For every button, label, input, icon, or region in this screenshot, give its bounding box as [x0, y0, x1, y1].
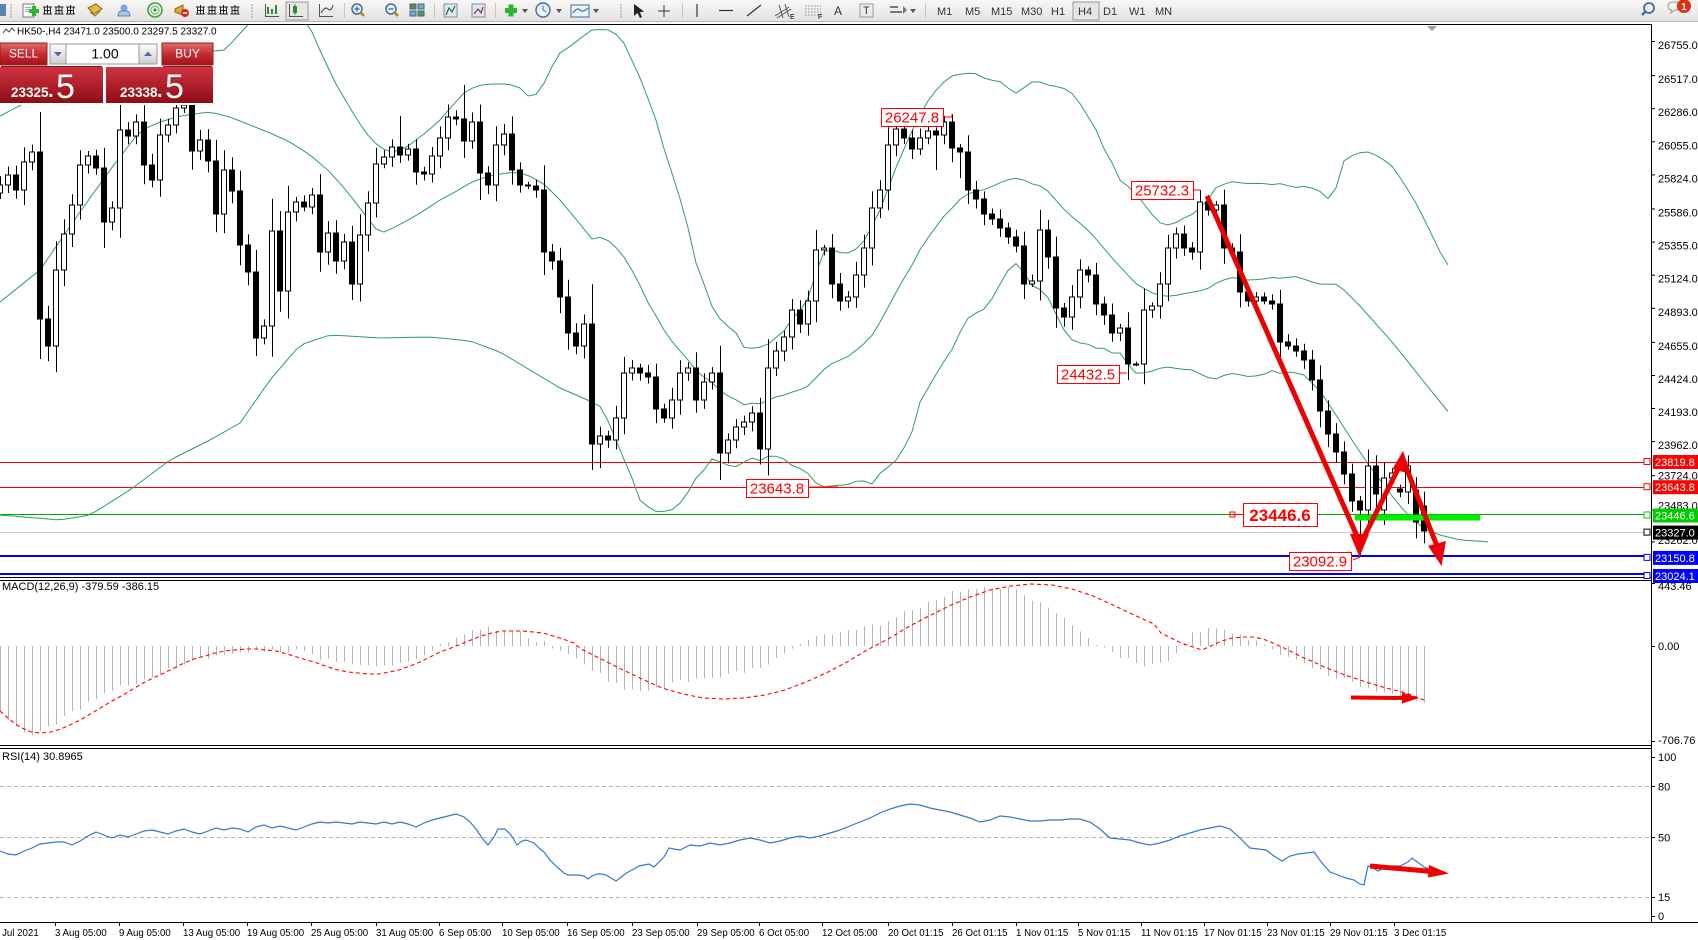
svg-text:26247.8: 26247.8 [885, 109, 939, 126]
svg-text:6 Sep 05:00: 6 Sep 05:00 [439, 928, 492, 939]
svg-text:.: . [48, 80, 54, 102]
svg-text:23092.9: 23092.9 [1293, 553, 1347, 570]
svg-text:23962.0: 23962.0 [1658, 440, 1698, 452]
svg-text:3 Dec 01:15: 3 Dec 01:15 [1394, 928, 1446, 939]
svg-text:5: 5 [165, 68, 184, 106]
svg-text:23 Nov 01:15: 23 Nov 01:15 [1267, 928, 1325, 939]
svg-text:H1: H1 [1051, 6, 1065, 18]
svg-text:29 Nov 01:15: 29 Nov 01:15 [1330, 928, 1388, 939]
svg-text:.: . [157, 80, 163, 102]
svg-text:24424.0: 24424.0 [1658, 374, 1698, 386]
svg-text:443.46: 443.46 [1658, 581, 1692, 593]
svg-text:24655.0: 24655.0 [1658, 341, 1698, 353]
svg-text:M1: M1 [937, 6, 952, 18]
svg-text:17 Nov 01:15: 17 Nov 01:15 [1204, 928, 1262, 939]
svg-text:26 Oct 01:15: 26 Oct 01:15 [952, 928, 1007, 939]
svg-text:F: F [818, 14, 822, 21]
svg-text:23327.0: 23327.0 [1655, 528, 1695, 540]
svg-text:24432.5: 24432.5 [1061, 366, 1115, 383]
svg-text:-706.76: -706.76 [1658, 735, 1695, 747]
svg-text:23724.0: 23724.0 [1658, 471, 1698, 483]
svg-text:E: E [790, 14, 795, 21]
svg-text:1 Nov 01:15: 1 Nov 01:15 [1016, 928, 1068, 939]
svg-text:23819.8: 23819.8 [1655, 457, 1695, 469]
svg-text:26517.0: 26517.0 [1658, 74, 1698, 86]
svg-text:0.00: 0.00 [1658, 641, 1679, 653]
svg-text:23325: 23325 [11, 85, 49, 100]
svg-text:23 Sep 05:00: 23 Sep 05:00 [632, 928, 690, 939]
svg-text:25355.0: 25355.0 [1658, 241, 1698, 253]
svg-text:31 Aug 05:00: 31 Aug 05:00 [376, 928, 434, 939]
svg-text:1: 1 [1681, 2, 1687, 13]
svg-text:11 Nov 01:15: 11 Nov 01:15 [1141, 928, 1198, 939]
svg-text:0: 0 [1658, 911, 1664, 923]
svg-text:23643.8: 23643.8 [750, 480, 804, 497]
svg-text:BUY: BUY [175, 47, 200, 61]
svg-text:23024.1: 23024.1 [1655, 571, 1695, 583]
svg-text:M5: M5 [965, 6, 980, 18]
svg-text:12 Oct 05:00: 12 Oct 05:00 [822, 928, 878, 939]
svg-text:MN: MN [1155, 6, 1172, 18]
svg-text:9 Aug 05:00: 9 Aug 05:00 [119, 928, 171, 939]
svg-text:25824.0: 25824.0 [1658, 173, 1698, 185]
svg-text:23446.6: 23446.6 [1249, 506, 1310, 525]
svg-text:25732.3: 25732.3 [1135, 182, 1189, 199]
svg-text:MACD(12,26,9) -379.59 -386.15: MACD(12,26,9) -379.59 -386.15 [2, 581, 159, 593]
svg-text:3 Aug 05:00: 3 Aug 05:00 [55, 928, 107, 939]
svg-text:23338: 23338 [120, 85, 158, 100]
svg-text:20 Oct 01:15: 20 Oct 01:15 [888, 928, 943, 939]
svg-text:A: A [834, 4, 842, 18]
svg-text:25586.0: 25586.0 [1658, 208, 1698, 220]
svg-text:23150.8: 23150.8 [1655, 553, 1695, 565]
svg-text:25124.0: 25124.0 [1658, 274, 1698, 286]
svg-text:6 Oct 05:00: 6 Oct 05:00 [759, 928, 810, 939]
svg-text:23446.6: 23446.6 [1655, 511, 1695, 523]
svg-text:29 Sep 05:00: 29 Sep 05:00 [697, 928, 755, 939]
svg-text:100: 100 [1658, 752, 1676, 764]
svg-text:26055.0: 26055.0 [1658, 140, 1698, 152]
svg-text:23643.8: 23643.8 [1655, 482, 1695, 494]
svg-text:15: 15 [1658, 892, 1670, 904]
svg-text:T: T [863, 5, 870, 17]
svg-text:19 Aug 05:00: 19 Aug 05:00 [247, 928, 305, 939]
svg-text:H4: H4 [1078, 6, 1092, 18]
svg-text:50: 50 [1658, 833, 1670, 845]
svg-text:24893.0: 24893.0 [1658, 307, 1698, 319]
svg-text:5: 5 [56, 68, 75, 106]
svg-text:RSI(14) 30.8965: RSI(14) 30.8965 [2, 751, 83, 763]
svg-text:26286.0: 26286.0 [1658, 107, 1698, 119]
svg-text:5 Nov 01:15: 5 Nov 01:15 [1078, 928, 1130, 939]
svg-text:16 Sep 05:00: 16 Sep 05:00 [567, 928, 625, 939]
svg-text:8 Jul 2021: 8 Jul 2021 [0, 928, 39, 939]
svg-text:M15: M15 [991, 6, 1012, 18]
svg-text:HK50-,H4 23471.0 23500.0 2329: HK50-,H4 23471.0 23500.0 23297.5 23327.0 [17, 27, 217, 38]
svg-text:80: 80 [1658, 782, 1670, 794]
svg-text:W1: W1 [1129, 6, 1146, 18]
svg-text:1.00: 1.00 [91, 46, 118, 62]
svg-text:M30: M30 [1021, 6, 1042, 18]
svg-text:D1: D1 [1103, 6, 1117, 18]
svg-text:SELL: SELL [9, 47, 39, 61]
svg-text:10 Sep 05:00: 10 Sep 05:00 [502, 928, 560, 939]
svg-text:13 Aug 05:00: 13 Aug 05:00 [183, 928, 241, 939]
svg-text:25 Aug 05:00: 25 Aug 05:00 [311, 928, 369, 939]
svg-text:24193.0: 24193.0 [1658, 407, 1698, 419]
svg-text:26755.0: 26755.0 [1658, 40, 1698, 52]
